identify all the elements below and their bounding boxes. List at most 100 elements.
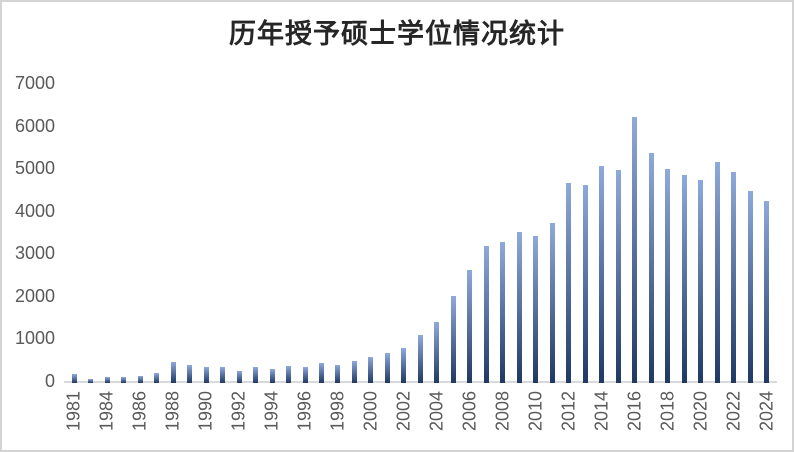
y-tick-label: 1000 xyxy=(14,328,55,349)
x-tick-slot: 2008 xyxy=(492,385,512,445)
bar-1997 xyxy=(319,363,324,383)
x-tick-slot: 2006 xyxy=(459,385,479,445)
bar-slot xyxy=(181,83,197,383)
bar-2016 xyxy=(632,116,638,383)
bar-slot xyxy=(742,83,758,383)
bar-2001 xyxy=(384,353,390,383)
x-axis-labels: 1981 1984 1986 1988 1990 1992 1994 1996 1998 2000… xyxy=(64,385,777,445)
bar-slot xyxy=(280,83,296,383)
bar-2000 xyxy=(368,356,374,383)
bar-2012 xyxy=(566,183,572,383)
bar-slot xyxy=(165,83,181,383)
bar-slot xyxy=(231,83,247,383)
bar-slot xyxy=(99,83,115,383)
x-tick-slot: 2018 xyxy=(657,385,677,445)
bar-slot xyxy=(577,83,593,383)
bar-slot xyxy=(115,83,131,383)
x-tick-slot: 2024 xyxy=(756,385,777,445)
bar-slot xyxy=(544,83,560,383)
bar-1982 xyxy=(88,378,94,383)
bar-slot xyxy=(330,83,346,383)
bar-2009 xyxy=(516,232,522,383)
y-axis-labels: 0 1000 2000 3000 4000 5000 6000 7000 xyxy=(8,2,55,450)
bar-slot xyxy=(643,83,659,383)
bar-slot xyxy=(709,83,725,383)
bar-slot xyxy=(264,83,280,383)
bar-slot xyxy=(725,83,741,383)
bar-slot xyxy=(396,83,412,383)
bar-1999 xyxy=(351,360,357,383)
bar-2019 xyxy=(681,174,687,383)
bar-2010 xyxy=(533,236,539,383)
plot-area xyxy=(66,83,775,383)
x-tick-slot: 2010 xyxy=(525,385,545,445)
chart-title: 历年授予硕士学位情况统计 xyxy=(229,19,565,49)
bar-2002 xyxy=(401,348,407,383)
bar-slot xyxy=(346,83,362,383)
bar-1993 xyxy=(253,366,259,383)
bar-2013 xyxy=(582,185,588,383)
y-tick-label: 2000 xyxy=(14,285,55,306)
bar-1995 xyxy=(286,365,292,383)
x-tick-slot: 2002 xyxy=(393,385,413,445)
y-tick-label: 4000 xyxy=(14,200,55,221)
bar-slot xyxy=(82,83,98,383)
bar-2007 xyxy=(483,246,489,383)
bar-1992 xyxy=(236,370,242,383)
y-tick-label: 5000 xyxy=(14,158,55,179)
bar-1985 xyxy=(121,376,127,383)
bar-slot xyxy=(313,83,329,383)
x-tick-slot: 2012 xyxy=(558,385,578,445)
bar-1994 xyxy=(269,369,275,383)
bar-slot xyxy=(132,83,148,383)
x-tick-slot: 2020 xyxy=(690,385,710,445)
x-tick-slot: 1988 xyxy=(163,385,183,445)
x-tick-slot: 1986 xyxy=(130,385,150,445)
bar-slot xyxy=(626,83,642,383)
x-tick-slot: 1984 xyxy=(97,385,117,445)
x-tick-slot: 2014 xyxy=(591,385,611,445)
bar-slot xyxy=(758,83,774,383)
bar-1998 xyxy=(335,364,341,383)
x-tick-slot: 1994 xyxy=(262,385,282,445)
bar-1984 xyxy=(104,377,110,383)
bar-slot xyxy=(528,83,544,383)
x-tick-slot: 1996 xyxy=(295,385,315,445)
bar-2021 xyxy=(714,161,720,383)
bar-2006 xyxy=(467,269,473,383)
bar-slot xyxy=(511,83,527,383)
x-tick-slot: 2016 xyxy=(624,385,644,445)
bar-slot xyxy=(297,83,313,383)
bar-2014 xyxy=(599,165,605,383)
bar-slot xyxy=(148,83,164,383)
y-tick-label: 7000 xyxy=(14,73,55,93)
bar-1996 xyxy=(302,366,308,383)
bar-1990 xyxy=(203,366,209,383)
bar-2018 xyxy=(665,169,671,383)
bar-slot xyxy=(659,83,675,383)
bar-2011 xyxy=(549,222,555,383)
bar-2024 xyxy=(764,200,770,383)
bar-slot xyxy=(462,83,478,383)
bar-1987 xyxy=(154,373,160,383)
bar-slot xyxy=(594,83,610,383)
bar-2015 xyxy=(615,170,621,383)
x-tick-label: 2024 xyxy=(756,390,777,432)
bar-slot xyxy=(478,83,494,383)
bar-slot xyxy=(214,83,230,383)
bar-2004 xyxy=(434,321,440,383)
bar-1991 xyxy=(220,367,226,383)
bar-slot xyxy=(66,83,82,383)
y-tick-label: 6000 xyxy=(14,115,55,136)
bar-1988 xyxy=(170,362,176,383)
x-tick-slot: 2022 xyxy=(723,385,743,445)
bar-2017 xyxy=(648,153,654,383)
bar-2008 xyxy=(500,242,506,383)
bar-2005 xyxy=(450,295,456,383)
bar-slot xyxy=(412,83,428,383)
bar-slot xyxy=(247,83,263,383)
bar-slot xyxy=(610,83,626,383)
x-tick-slot: 2004 xyxy=(426,385,446,445)
y-tick-label: 3000 xyxy=(14,243,55,264)
